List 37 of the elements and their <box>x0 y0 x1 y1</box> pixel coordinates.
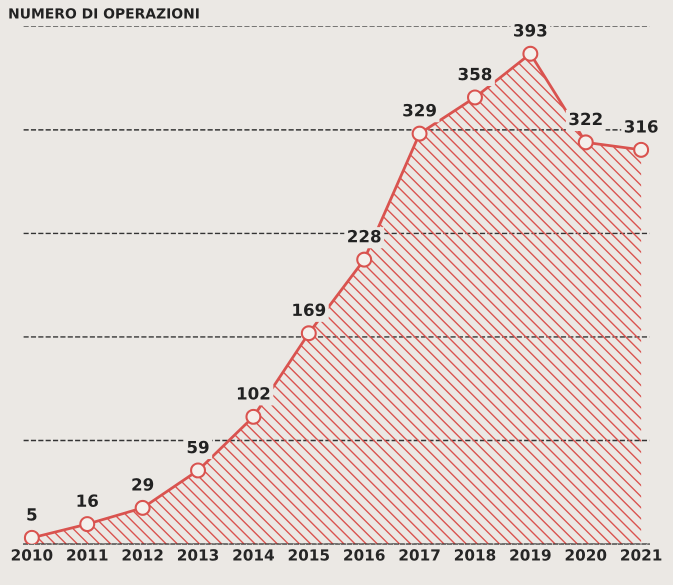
data-label: 228 <box>348 230 381 242</box>
data-label: 102 <box>238 387 270 400</box>
x-tick-label: 2018 <box>454 549 496 561</box>
point <box>356 252 372 268</box>
x-tick-label: 2020 <box>566 549 606 561</box>
x-tick-label: 2021 <box>621 549 662 561</box>
x-tick-label: 2010 <box>12 549 52 561</box>
x-tick-label: 2013 <box>178 549 218 561</box>
x-tick-label: 2015 <box>288 549 329 561</box>
data-label: 316 <box>624 120 658 133</box>
point <box>190 462 206 478</box>
data-label: 16 <box>78 494 98 507</box>
x-tick-label: 2014 <box>233 549 274 561</box>
data-label: 59 <box>188 440 209 454</box>
data-label: 5 <box>27 508 36 521</box>
data-label: 169 <box>293 304 326 316</box>
point <box>79 516 96 532</box>
data-label: 358 <box>458 68 492 80</box>
x-tick-label: 2016 <box>344 549 385 561</box>
x-tick-label: 2017 <box>400 549 440 561</box>
chart-title: NUMERO DI OPERAZIONI <box>9 8 199 19</box>
x-tick-label: 2019 <box>510 549 551 561</box>
point <box>522 46 538 62</box>
data-label: 393 <box>514 24 546 37</box>
point <box>24 530 40 544</box>
x-tick-label: 2011 <box>67 549 108 561</box>
point <box>578 134 594 150</box>
point <box>633 142 650 158</box>
x-tick-label: 2012 <box>122 549 163 561</box>
point <box>300 325 317 342</box>
point <box>245 408 262 425</box>
point <box>412 126 428 142</box>
point <box>134 500 151 516</box>
data-label: 329 <box>403 104 436 116</box>
point <box>466 89 483 106</box>
data-label: 29 <box>132 478 154 491</box>
data-label: 322 <box>569 112 602 126</box>
